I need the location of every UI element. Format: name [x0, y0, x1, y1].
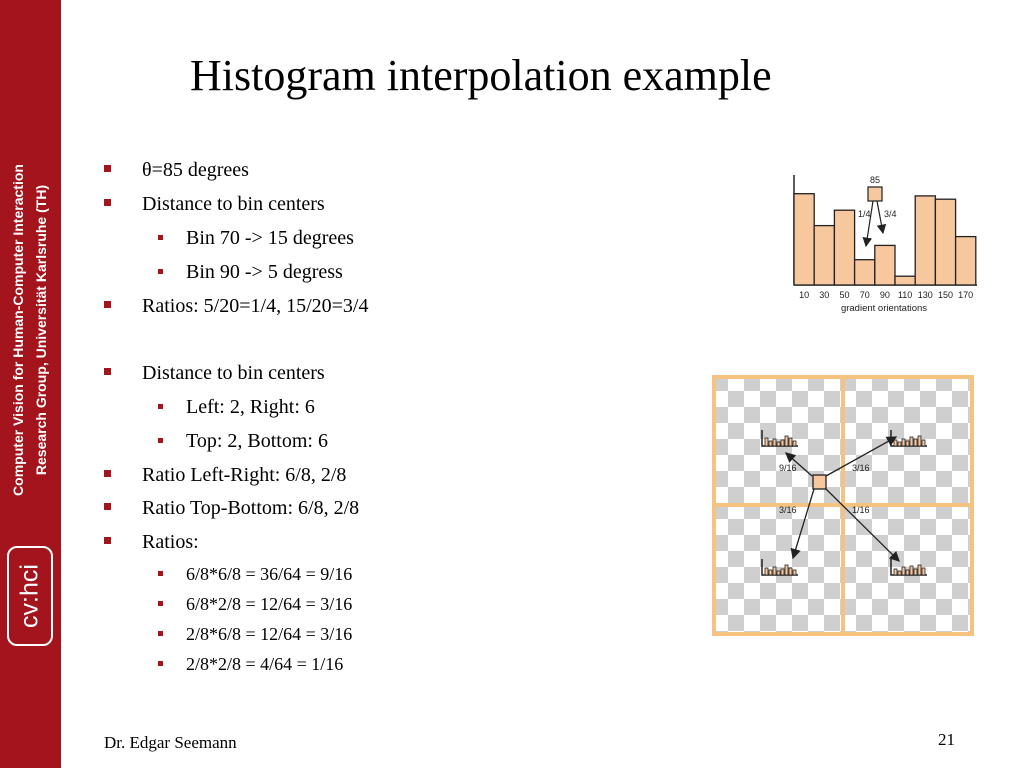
bullet-marker — [104, 301, 111, 308]
histogram-figure: 10 30 50 70 90 110 130 150 170 85 1/4 3/4 gradie… — [793, 175, 977, 314]
bullet-text: Ratio Top-Bottom: 6/8, 2/8 — [142, 497, 360, 519]
arrow-bottom-right — [825, 488, 900, 562]
bullet-marker — [158, 601, 163, 606]
ratio-label-top-left: 9/16 — [779, 463, 797, 473]
bullet-text: Bin 70 -> 15 degrees — [186, 227, 354, 249]
bullet-marker — [104, 368, 111, 375]
bullet-marker — [104, 470, 111, 477]
histogram-bar — [833, 209, 856, 286]
mini-histogram-top-left — [761, 430, 798, 447]
histogram-bar — [934, 198, 957, 286]
tick-label: 10 — [799, 290, 809, 300]
orientation-marker — [867, 186, 883, 202]
bullet-text: Ratio Left-Right: 6/8, 2/8 — [142, 464, 347, 486]
tick-label: 130 — [918, 290, 933, 300]
histogram-bar — [874, 244, 896, 286]
bullet-marker — [158, 404, 163, 409]
ratio-label-bottom-right: 1/16 — [852, 505, 870, 515]
bullet-marker — [104, 199, 111, 206]
spatial-interpolation-figure: 9/16 3/16 3/16 1/16 — [712, 375, 974, 636]
tick-label: 30 — [819, 290, 829, 300]
ratio-label-top-right: 3/16 — [852, 463, 870, 473]
bullet-marker — [158, 269, 163, 274]
bullet-text: 2/8*2/8 = 4/64 = 1/16 — [186, 654, 344, 674]
histogram-bar — [813, 224, 836, 286]
sidebar-line-2: Research Group, Universität Karlsruhe (T… — [33, 184, 49, 476]
logo-frame — [7, 546, 53, 646]
axis-caption: gradient orientations — [841, 303, 927, 314]
histogram-bar — [793, 193, 815, 286]
bullet-marker — [104, 165, 111, 172]
right-ratio-label: 3/4 — [884, 209, 897, 219]
sidebar-affiliation: Computer Vision for Human-Computer Inter… — [7, 164, 53, 496]
tick-label: 70 — [860, 290, 870, 300]
tick-label: 90 — [880, 290, 890, 300]
marker-label: 85 — [870, 175, 880, 185]
arrow-top-right — [825, 436, 898, 477]
bullet-text: Distance to bin centers — [142, 193, 325, 215]
arrow-to-bin-90 — [876, 200, 887, 235]
histogram-bar — [914, 195, 937, 286]
bullet-text: Left: 2, Right: 6 — [186, 396, 315, 418]
mini-histogram-top-right — [890, 430, 927, 447]
footer-author: Dr. Edgar Seemann — [104, 733, 237, 752]
mini-histogram-bottom-right — [890, 559, 927, 576]
bullet-marker — [158, 438, 163, 443]
sample-point-marker — [812, 474, 827, 490]
sidebar: Computer Vision for Human-Computer Inter… — [0, 0, 61, 768]
tick-label: 170 — [958, 290, 973, 300]
bullet-marker — [158, 235, 163, 240]
bullet-marker — [158, 571, 163, 576]
histogram-bar — [853, 259, 876, 286]
arrow-bottom-left — [790, 488, 815, 560]
histogram-tick-labels: 10 30 50 70 90 110 130 150 170 — [799, 290, 973, 300]
bullet-text: Ratios: 5/20=1/4, 15/20=3/4 — [142, 295, 369, 317]
tick-label: 150 — [938, 290, 953, 300]
arrow-to-bin-70 — [862, 200, 874, 248]
bullet-marker — [104, 503, 111, 510]
histogram-bars — [793, 193, 977, 286]
page-number: 21 — [938, 730, 955, 749]
bullet-text: 2/8*6/8 = 12/64 = 3/16 — [186, 624, 353, 644]
mini-histogram-bottom-left — [761, 559, 798, 576]
bullet-text: θ=85 degrees — [142, 159, 249, 181]
left-ratio-label: 1/4 — [858, 209, 871, 219]
arrow-top-left — [785, 452, 813, 477]
bullet-text: 6/8*6/8 = 36/64 = 9/16 — [186, 564, 353, 584]
bullet-marker — [104, 537, 111, 544]
bullet-text: Top: 2, Bottom: 6 — [186, 430, 328, 452]
sidebar-line-1: Computer Vision for Human-Computer Inter… — [10, 164, 26, 496]
bullet-text: Ratios: — [142, 531, 199, 553]
ratio-label-bottom-left: 3/16 — [779, 505, 797, 515]
bullet-text: Distance to bin centers — [142, 362, 325, 384]
histogram-bar — [954, 235, 977, 286]
tick-label: 50 — [839, 290, 849, 300]
tick-label: 110 — [898, 290, 912, 300]
bullet-marker — [158, 631, 163, 636]
bullet-marker — [158, 661, 163, 666]
page-title: Histogram interpolation example — [190, 51, 772, 100]
logo: cv:hci — [15, 564, 44, 628]
histogram-bar — [894, 275, 916, 286]
bullet-text: Bin 90 -> 5 degress — [186, 261, 343, 283]
bullet-text: 6/8*2/8 = 12/64 = 3/16 — [186, 594, 353, 614]
